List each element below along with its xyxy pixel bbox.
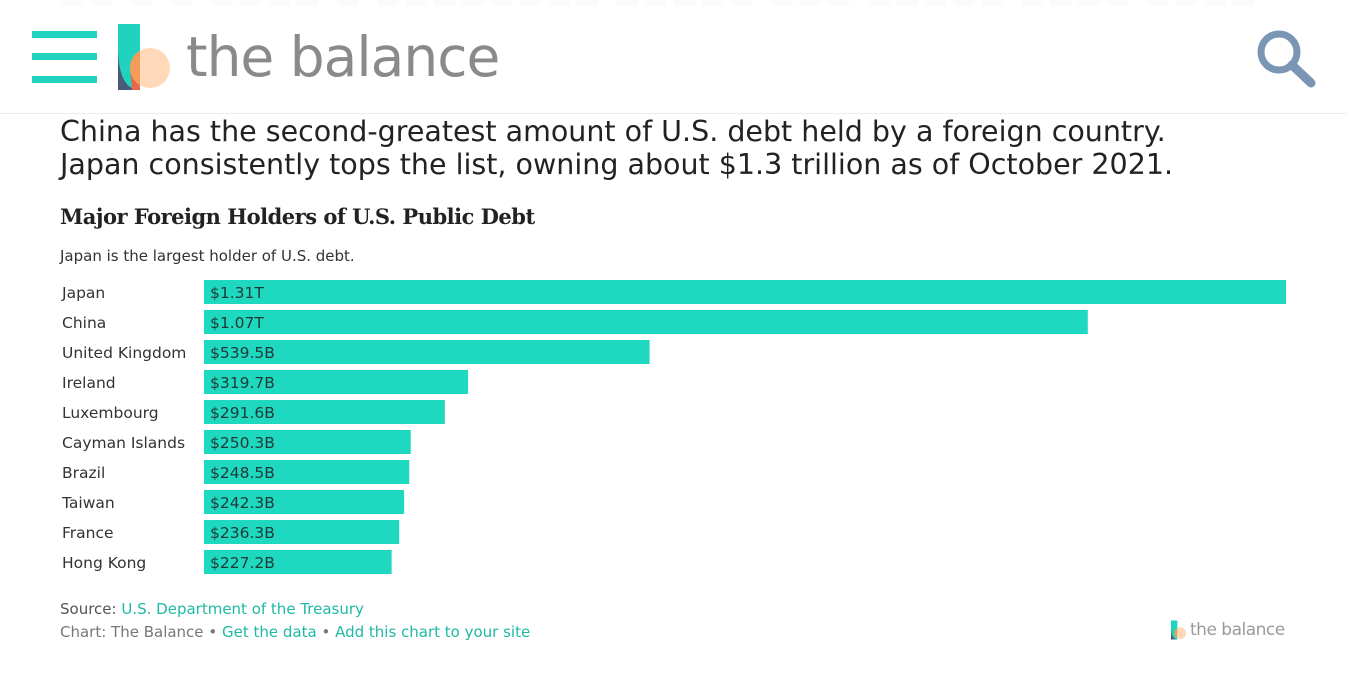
category-label: Cayman Islands xyxy=(62,434,185,452)
footer-logo-wordmark: the balance xyxy=(1190,620,1285,640)
footer-logo-mark-icon xyxy=(1171,620,1186,640)
bar[interactable] xyxy=(204,550,392,574)
bar-value-label: $248.5B xyxy=(210,464,275,482)
bar-value-label: $242.3B xyxy=(210,494,275,512)
category-label: China xyxy=(62,314,106,332)
site-header: the balance xyxy=(0,0,1346,114)
category-label: Taiwan xyxy=(61,494,115,512)
bar-value-label: $1.31T xyxy=(210,284,264,302)
bar[interactable] xyxy=(204,280,1286,304)
bar-value-label: $291.6B xyxy=(210,404,275,422)
bar[interactable] xyxy=(204,310,1088,334)
category-label: Ireland xyxy=(62,374,116,392)
chart-subtitle: Japan is the largest holder of U.S. debt… xyxy=(60,247,355,265)
category-label: United Kingdom xyxy=(62,344,186,362)
separator: • xyxy=(321,623,331,641)
bar[interactable] xyxy=(204,370,469,394)
add-chart-link[interactable]: Add this chart to your site xyxy=(335,623,531,641)
bar[interactable] xyxy=(204,430,411,454)
chart-title: Major Foreign Holders of U.S. Public Deb… xyxy=(60,204,535,229)
chart-credit-label: Chart: The Balance xyxy=(60,623,204,641)
category-label: Luxembourg xyxy=(62,404,159,422)
bar-value-label: $1.07T xyxy=(210,314,264,332)
category-label: Japan xyxy=(61,284,105,302)
search-icon[interactable] xyxy=(1255,28,1317,88)
source-link[interactable]: U.S. Department of the Treasury xyxy=(121,600,364,618)
bar[interactable] xyxy=(204,460,410,484)
bar[interactable] xyxy=(204,340,650,364)
logo-wordmark: the balance xyxy=(186,25,500,89)
bar-value-label: $227.2B xyxy=(210,554,275,572)
category-label: Hong Kong xyxy=(62,554,146,572)
bar[interactable] xyxy=(204,520,400,544)
intro-paragraph: China has the second-greatest amount of … xyxy=(60,115,1300,181)
bar[interactable] xyxy=(204,490,405,514)
footer-logo[interactable]: the balance xyxy=(1171,619,1285,641)
hamburger-menu-icon[interactable] xyxy=(32,31,97,83)
chart-source: Source: U.S. Department of the Treasury xyxy=(60,600,364,618)
bar-value-label: $319.7B xyxy=(210,374,275,392)
intro-line-2: Japan consistently tops the list, owning… xyxy=(60,148,1174,181)
source-prefix: Source: xyxy=(60,600,117,618)
bar-value-label: $539.5B xyxy=(210,344,275,362)
chart-credits: Chart: The Balance • Get the data • Add … xyxy=(60,623,530,641)
bar-value-label: $250.3B xyxy=(210,434,275,452)
site-logo[interactable]: the balance xyxy=(118,24,500,90)
logo-mark-icon xyxy=(118,24,170,90)
intro-line-1: China has the second-greatest amount of … xyxy=(60,115,1166,148)
category-label: Brazil xyxy=(62,464,105,482)
category-label: France xyxy=(62,524,114,542)
bar-value-label: $236.3B xyxy=(210,524,275,542)
get-data-link[interactable]: Get the data xyxy=(221,623,317,641)
bar[interactable] xyxy=(204,400,445,424)
separator: • xyxy=(208,623,218,641)
